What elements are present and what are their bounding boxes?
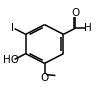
- Text: O: O: [71, 8, 79, 18]
- Text: HO: HO: [3, 55, 19, 65]
- Text: I: I: [11, 23, 14, 33]
- Text: O: O: [40, 73, 49, 83]
- Text: H: H: [84, 23, 92, 33]
